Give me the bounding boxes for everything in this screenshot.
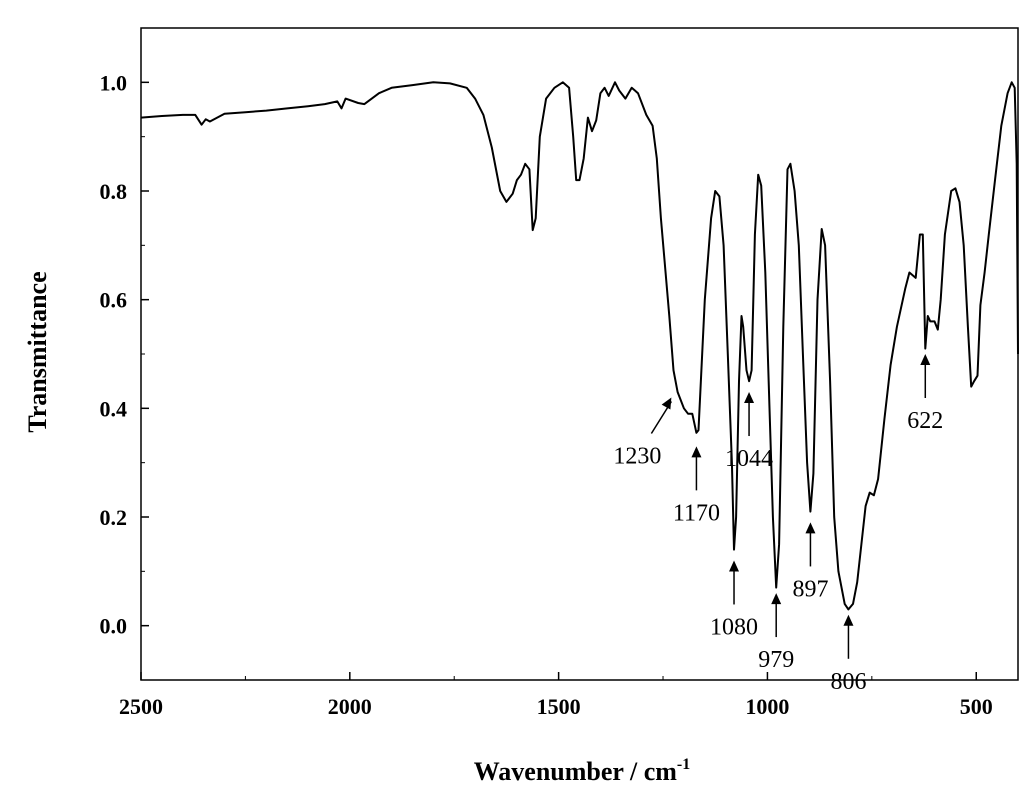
annotation-label: 1080 (710, 614, 758, 640)
annotation-arrow-head (805, 522, 816, 534)
spectrum-line (140, 81, 1019, 611)
annotation-arrow-head (744, 392, 755, 404)
peak-annotation-1080: 1080 (710, 560, 758, 640)
y-tick-label: 0.4 (100, 396, 128, 421)
peak-annotation-1044: 1044 (725, 392, 773, 472)
peak-annotation-806: 806 (830, 614, 866, 695)
x-tick-label: 500 (960, 694, 993, 719)
x-tick-label: 2000 (328, 694, 372, 719)
plot-frame (140, 27, 1019, 681)
annotation-label: 979 (758, 647, 794, 673)
annotation-arrow-head (661, 397, 672, 410)
peak-annotation-979: 979 (758, 593, 794, 673)
annotation-label: 1170 (673, 500, 720, 526)
y-tick-label: 0.0 (100, 614, 128, 639)
annotation-label: 622 (907, 408, 943, 434)
x-tick-label: 1500 (537, 694, 581, 719)
x-axis-title-text: Wavenumber / cm (474, 757, 678, 786)
y-axis-ticks: 0.0 0.2 0.4 0.6 0.8 1.0 (100, 27, 149, 681)
annotation-label: 1230 (613, 443, 661, 469)
y-tick-label: 0.2 (100, 505, 128, 530)
annotation-label: 1044 (725, 446, 773, 472)
x-tick-label: 1000 (745, 694, 789, 719)
peak-annotation-897: 897 (792, 522, 828, 602)
y-tick-label: 0.8 (100, 179, 128, 204)
annotation-arrow-head (920, 354, 931, 365)
annotation-arrow-head (729, 560, 740, 572)
y-tick-label: 1.0 (100, 70, 128, 95)
y-axis-title: Transmittance (23, 271, 52, 432)
x-axis-title: Wavenumber / cm-1 (474, 756, 691, 786)
annotation-label: 806 (830, 669, 866, 695)
peak-annotation-1170: 1170 (673, 446, 720, 526)
annotation-label: 897 (792, 576, 828, 602)
annotation-arrow-head (771, 593, 782, 605)
x-axis-title-superscript: -1 (677, 756, 690, 773)
annotation-arrow-head (843, 614, 854, 626)
peak-annotation-1230: 1230 (613, 397, 673, 469)
annotation-arrow-head (691, 446, 702, 458)
peak-annotation-622: 622 (907, 354, 943, 434)
x-tick-label: 2500 (119, 694, 163, 719)
x-axis-ticks: 2500 2000 1500 1000 500 (119, 672, 993, 719)
y-tick-label: 0.6 (100, 288, 128, 313)
